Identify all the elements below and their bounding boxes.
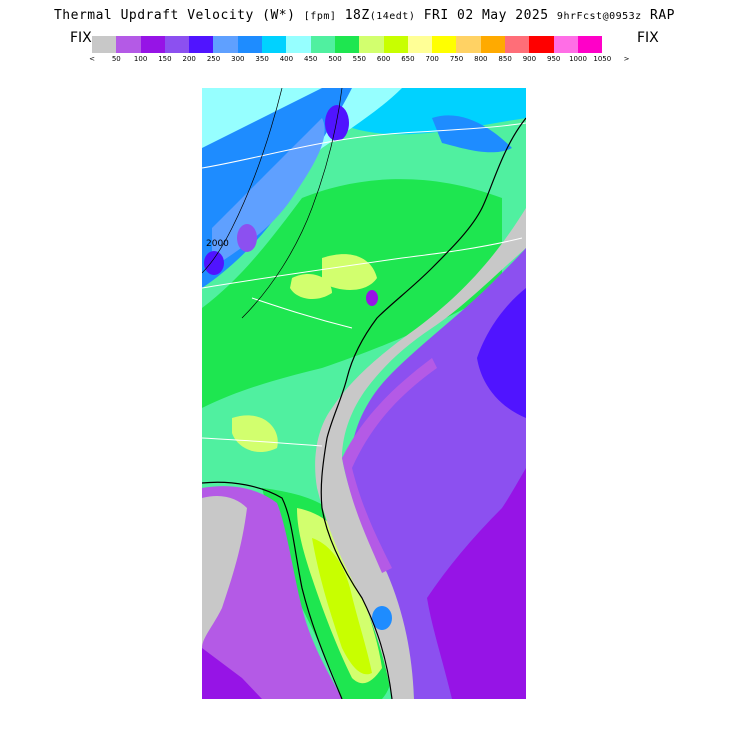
title-unit: [fpm] [303, 11, 337, 22]
gulf-deep-purple [202, 648, 262, 699]
scale-swatch-19 [553, 36, 578, 53]
midsouth-green-zone [202, 368, 352, 493]
storm-cell-4 [366, 290, 378, 306]
tick-label: 550 [352, 55, 366, 63]
title-main: Thermal Updraft Velocity (W*) [53, 8, 296, 23]
tick-label: 300 [231, 55, 245, 63]
scale-swatch-3 [164, 36, 190, 53]
scale-swatch-0 [92, 36, 117, 53]
storm-cell-2 [237, 224, 257, 252]
scale-swatch-12 [383, 36, 408, 53]
tick-label: 750 [449, 55, 464, 63]
tick-label: 500 [328, 55, 342, 63]
scale-swatch-14 [432, 36, 457, 53]
title-time: 18Z [344, 8, 370, 23]
tick-greater: > [623, 55, 630, 63]
gulf-coastline [202, 481, 343, 699]
scale-swatch-5 [213, 36, 238, 53]
scale-swatch-20 [577, 36, 603, 53]
forecast-map: 2000 [202, 88, 526, 699]
tick-label: 1050 [593, 55, 612, 63]
scale-swatch-17 [505, 36, 530, 53]
contour-line-1 [241, 88, 343, 319]
scale-swatch-1 [116, 36, 141, 53]
gulf-gray-patch [202, 496, 247, 648]
scale-swatch-7 [262, 36, 287, 53]
scale-swatch-9 [310, 36, 335, 53]
scale-swatch-2 [140, 36, 165, 53]
tick-label: 1000 [569, 55, 587, 63]
tick-label: 100 [133, 55, 148, 63]
title-model: RAP [650, 8, 676, 23]
scale-swatch-18 [529, 36, 554, 53]
fix-left-label: FIX [70, 30, 92, 46]
storm-cell-5 [372, 606, 392, 630]
scale-swatch-11 [359, 36, 384, 53]
tick-label: 700 [425, 55, 439, 63]
state-line-3 [251, 297, 353, 329]
interior-green-zone [202, 179, 502, 408]
contour-line-2 [202, 88, 283, 274]
state-line-1 [202, 122, 526, 169]
atlantic-blue-cell [477, 288, 526, 418]
tick-label: 200 [182, 55, 196, 63]
tick-label: 350 [255, 55, 269, 63]
tick-label: 50 [111, 55, 121, 63]
coastal-purple-strip [342, 358, 437, 573]
scale-swatch-8 [286, 36, 311, 53]
scale-swatch-13 [407, 36, 433, 53]
scale-swatch-16 [480, 36, 506, 53]
scale-swatch-4 [189, 36, 214, 53]
florida-yellow [312, 538, 372, 675]
tick-label: 450 [304, 55, 318, 63]
east-coastline [320, 117, 526, 699]
scale-swatch-10 [334, 36, 360, 53]
color-scale-ticks: <50 100 150 200 250 300 350 400 450 500 550 600 650 7… [85, 55, 645, 67]
atlantic-gray-band [315, 208, 526, 699]
scale-swatch-6 [237, 36, 263, 53]
yellowgreen-patch-1 [322, 254, 377, 290]
map-svg: 2000 [202, 88, 526, 699]
tick-label: 850 [498, 55, 512, 63]
contour-label: 2000 [206, 239, 229, 249]
color-scale [92, 36, 603, 53]
fix-right-label: FIX [637, 30, 659, 46]
tick-label: 400 [279, 55, 294, 63]
storm-cell-1 [325, 105, 349, 141]
tick-label: 950 [547, 55, 561, 63]
yellowgreen-patch-3 [232, 415, 278, 453]
northeast-blue-patch [432, 115, 512, 153]
title-fcst: 9hrFcst@0953z [556, 11, 642, 22]
tick-less: < [89, 55, 95, 63]
state-line-4 [202, 437, 323, 447]
yellowgreen-patch-2 [290, 273, 332, 300]
tick-label: 150 [158, 55, 172, 63]
tick-label: 650 [401, 55, 415, 63]
title-local: (14edt) [369, 11, 416, 22]
scale-swatch-15 [456, 36, 481, 53]
tick-label: 600 [376, 55, 391, 63]
tick-label: 250 [206, 55, 221, 63]
tick-label: 800 [474, 55, 488, 63]
atlantic-deep-purple [427, 468, 526, 699]
storm-cell-3 [204, 251, 224, 275]
state-line-2 [202, 237, 523, 289]
chart-title: Thermal Updraft Velocity (W*) [fpm] 18Z(… [0, 8, 729, 23]
tick-label: 900 [522, 55, 537, 63]
title-date: FRI 02 May 2025 [423, 8, 549, 23]
